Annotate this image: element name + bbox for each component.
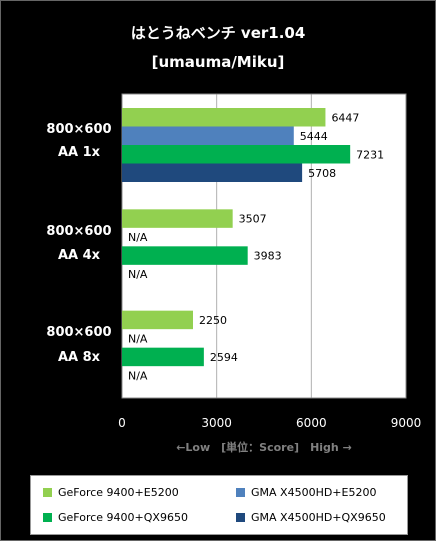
bar <box>122 246 248 265</box>
data-label: N/A <box>128 231 148 244</box>
data-label: N/A <box>128 332 148 345</box>
bar <box>122 347 204 367</box>
legend-swatch <box>43 513 52 522</box>
x-axis-caption: ←Low [単位：Score] High → <box>176 440 352 454</box>
data-label: 2250 <box>199 314 227 327</box>
data-label: 2594 <box>210 351 238 364</box>
data-label: 5444 <box>300 130 328 143</box>
bar <box>122 310 193 330</box>
bar <box>122 163 303 182</box>
legend-item: GMA X4500HD+QX9650 <box>236 511 386 524</box>
data-label: 6447 <box>331 111 359 124</box>
legend-item: GMA X4500HD+E5200 <box>236 486 376 499</box>
group-label-1-line2: AA 1x <box>57 145 101 160</box>
legend-label: GeForce 9400+E5200 <box>58 486 179 499</box>
legend-label: GeForce 9400+QX9650 <box>58 511 188 524</box>
legend-swatch <box>43 488 52 497</box>
group-label-3-line1: 800×600 <box>46 325 112 340</box>
group-label-3-line2: AA 8x <box>57 350 101 365</box>
data-label: 7231 <box>356 148 384 161</box>
legend-label: GMA X4500HD+QX9650 <box>251 511 386 524</box>
bar <box>122 209 233 228</box>
legend-swatch <box>236 488 245 497</box>
legend: GeForce 9400+E5200 GMA X4500HD+E5200 GeF… <box>30 475 408 535</box>
legend-item: GeForce 9400+QX9650 <box>43 511 188 524</box>
x-tick-label: 9000 <box>391 416 422 430</box>
group-label-2-line1: 800×600 <box>46 224 112 239</box>
bar <box>122 145 351 164</box>
legend-item: GeForce 9400+E5200 <box>43 486 179 499</box>
bar-chart: 0 3000 6000 9000←Low [単位：Score] High →64475… <box>118 93 422 454</box>
data-label: 3983 <box>254 250 282 263</box>
x-tick-label: 0 <box>118 416 126 430</box>
data-label: 5708 <box>308 167 336 180</box>
data-label: 3507 <box>239 213 267 226</box>
x-tick-label: 3000 <box>201 416 232 430</box>
group-label-1-line1: 800×600 <box>46 122 112 137</box>
plot-border <box>121 93 407 399</box>
legend-label: GMA X4500HD+E5200 <box>251 486 377 499</box>
bar <box>122 126 294 145</box>
x-tick-label: 6000 <box>296 416 327 430</box>
chart-title: はとうねベンチ ver1.04 <box>130 24 306 42</box>
chart-subtitle: [umauma/Miku] <box>151 53 285 71</box>
group-label-2-line2: AA 4x <box>57 248 101 263</box>
data-label: N/A <box>128 268 148 281</box>
data-label: N/A <box>128 369 148 382</box>
legend-swatch <box>236 513 245 522</box>
bar <box>122 108 326 127</box>
